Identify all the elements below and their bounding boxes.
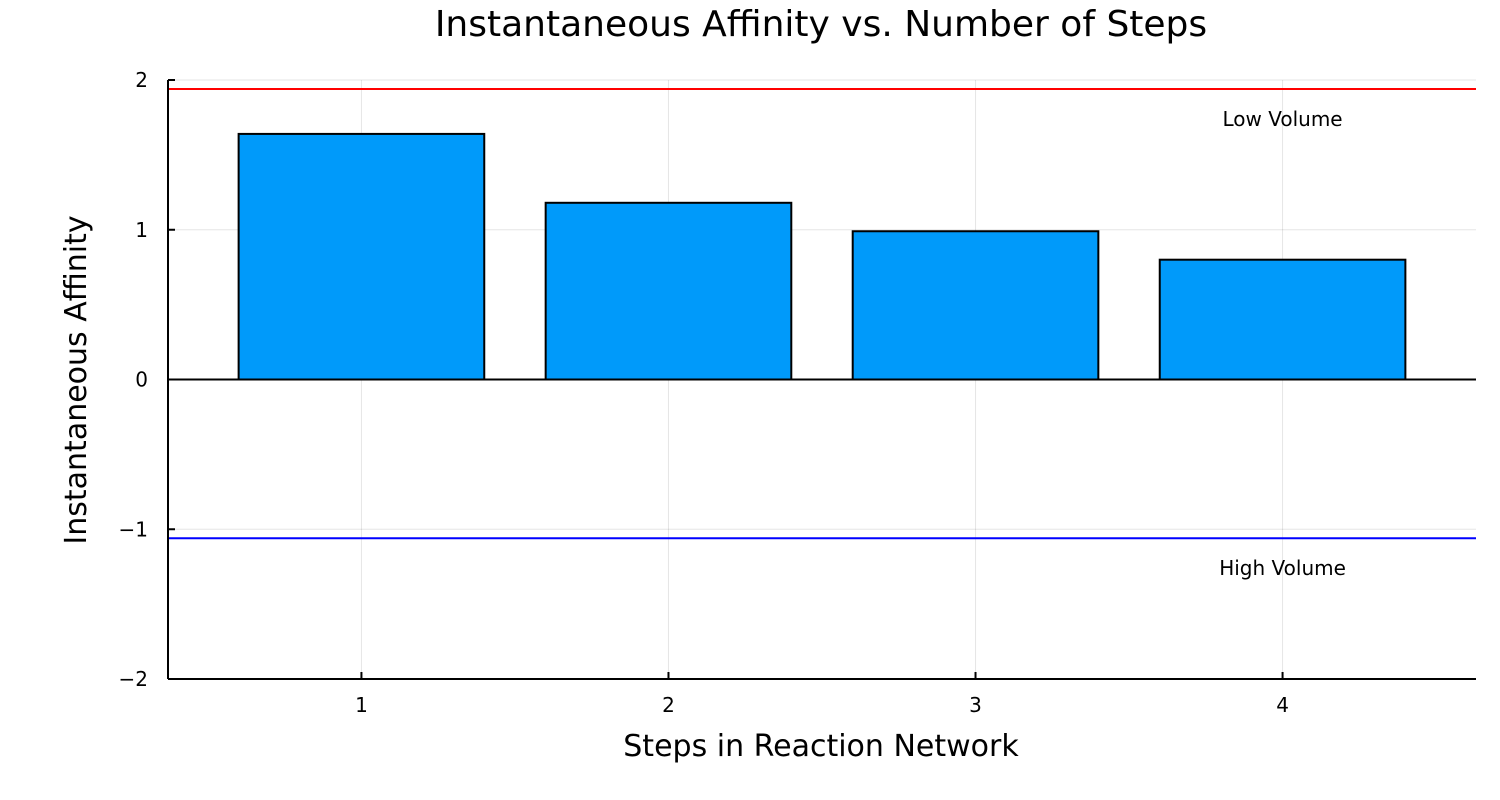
y-tick-label-3: −1 <box>119 517 148 541</box>
y-tick-label-1: 1 <box>135 218 148 242</box>
x-tick-label-2: 2 <box>662 693 675 717</box>
reference-line-layer <box>168 87 1476 540</box>
chart-title: Instantaneous Affinity vs. Number of Ste… <box>435 4 1207 45</box>
annotation-low-volume: Low Volume <box>1222 107 1342 131</box>
y-tick-label-4: −2 <box>119 667 148 691</box>
bar-step-4 <box>1158 258 1407 381</box>
x-tick-label-3: 3 <box>969 693 982 717</box>
annotation-high-volume: High Volume <box>1219 556 1346 580</box>
y-tick-label-0: 2 <box>135 68 148 92</box>
tick-layer: 2 1 0 −1 −2 1 2 3 4 <box>119 68 1289 717</box>
annotation-layer: Low Volume High Volume <box>1219 107 1346 580</box>
y-tick-label-2: 0 <box>135 368 148 392</box>
x-tick-label-4: 4 <box>1276 693 1289 717</box>
x-tick-label-1: 1 <box>355 693 368 717</box>
bar-step-2 <box>544 201 793 381</box>
x-axis-label: Steps in Reaction Network <box>623 729 1019 764</box>
y-axis-label: Instantaneous Affinity <box>59 215 94 544</box>
bar-step-1 <box>237 132 486 381</box>
bar-layer <box>237 132 1407 381</box>
bar-step-3 <box>851 230 1100 381</box>
